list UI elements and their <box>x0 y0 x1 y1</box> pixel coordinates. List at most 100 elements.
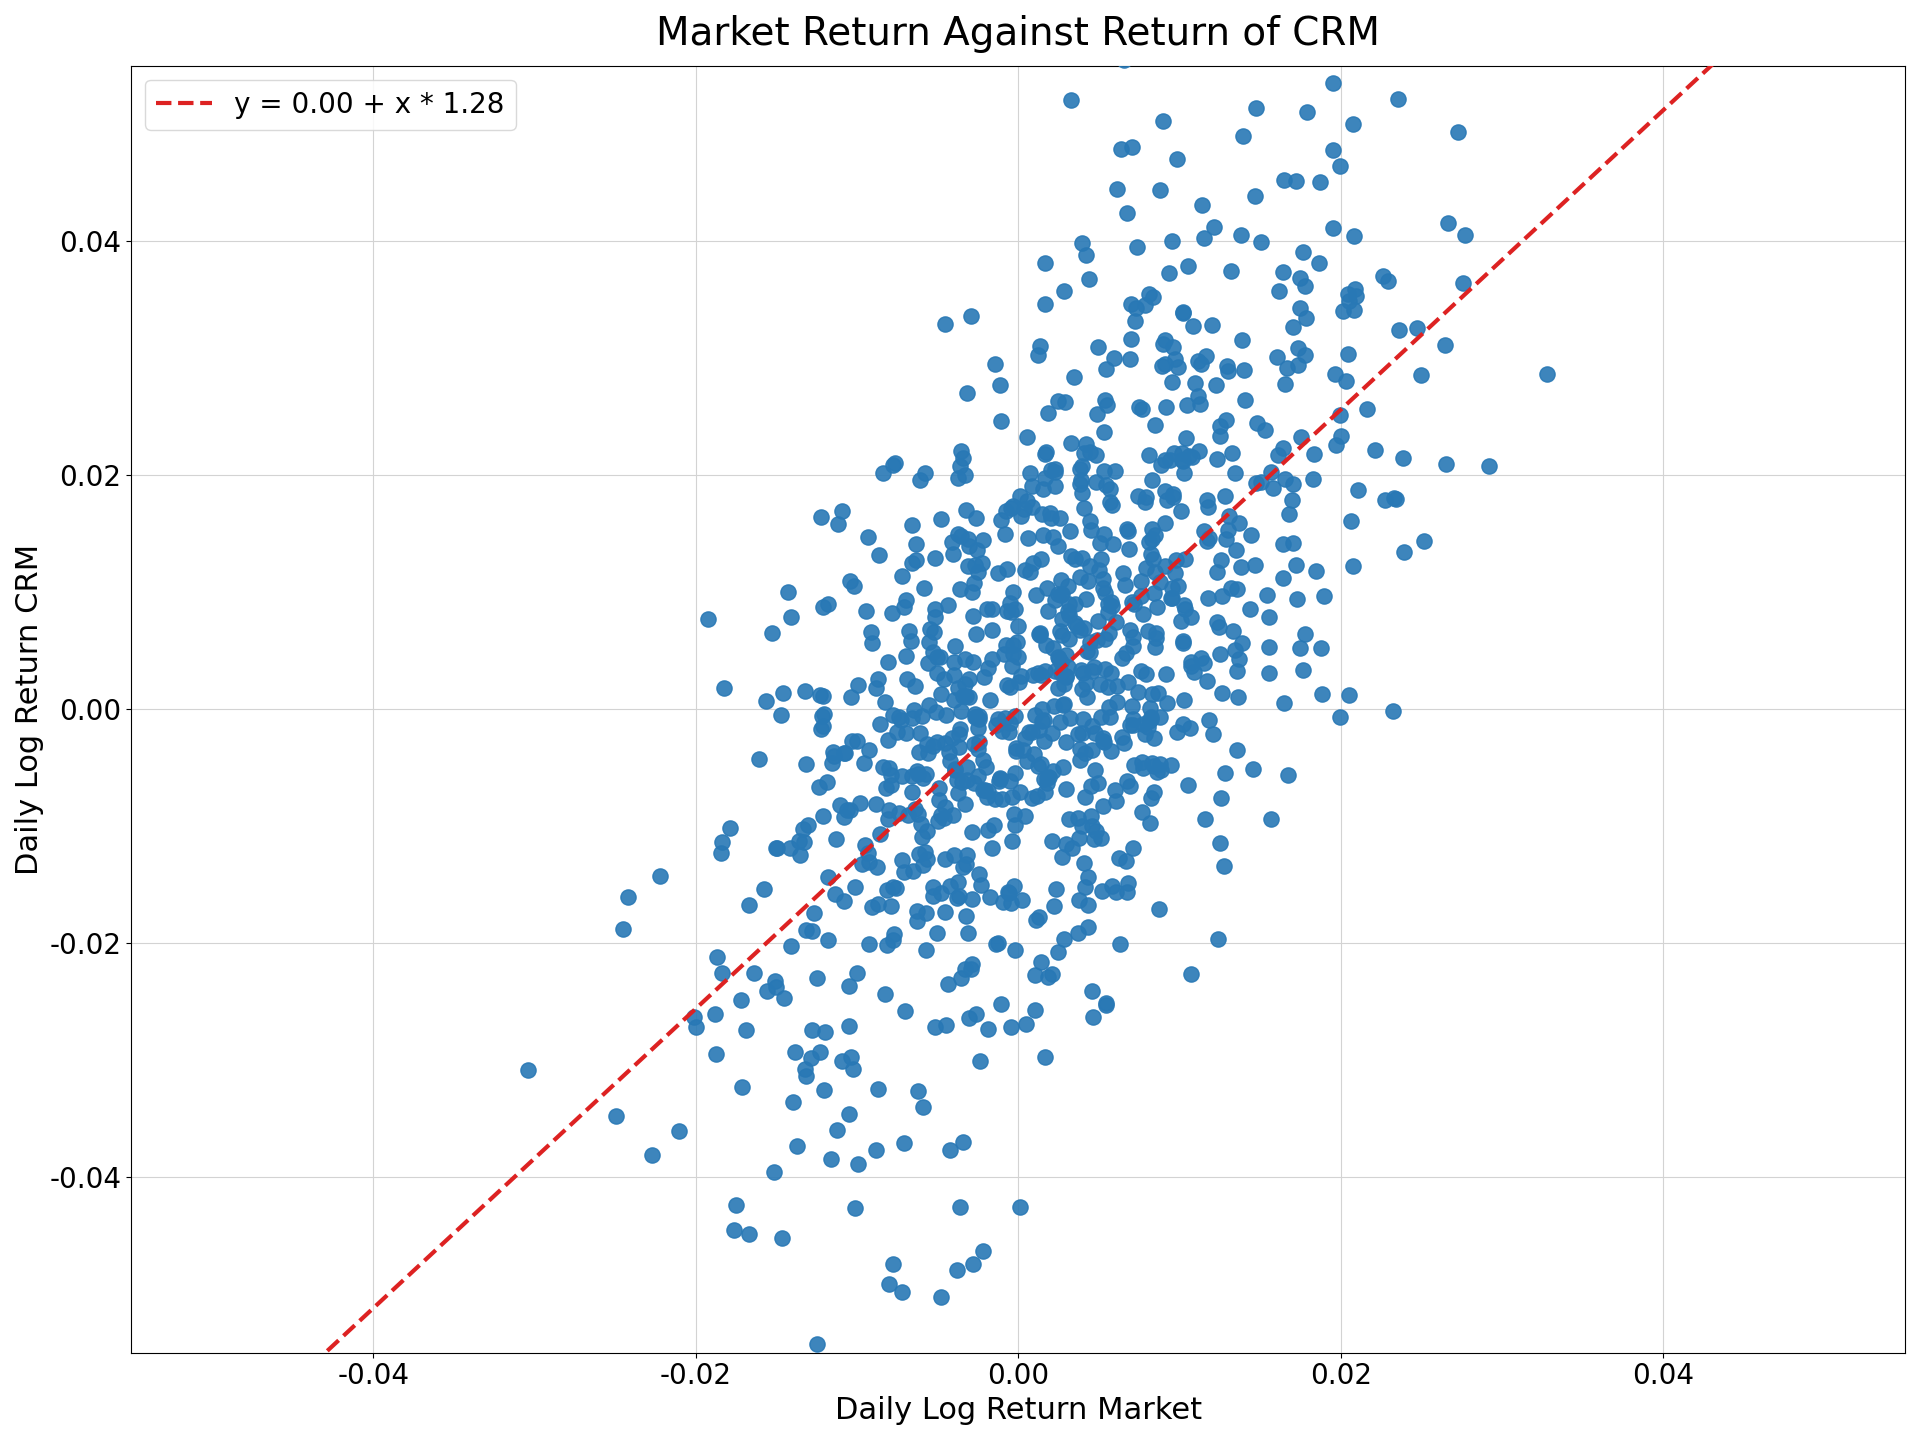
Point <box>1000 939 1031 962</box>
Point <box>1475 454 1505 477</box>
Point <box>1050 832 1081 855</box>
Point <box>1046 662 1077 685</box>
Point <box>1023 719 1054 742</box>
Point <box>956 304 987 327</box>
Point <box>906 812 937 835</box>
Point <box>1298 468 1329 491</box>
Point <box>1177 446 1208 469</box>
Point <box>808 595 839 618</box>
Point <box>983 932 1014 955</box>
Point <box>1137 285 1167 308</box>
Point <box>812 865 843 888</box>
Point <box>787 818 818 841</box>
Point <box>829 888 860 912</box>
Point <box>1127 713 1158 736</box>
Point <box>1167 629 1198 652</box>
Point <box>1091 389 1121 412</box>
Point <box>937 531 968 554</box>
Point <box>1261 346 1292 369</box>
Point <box>1096 739 1127 762</box>
Point <box>1083 772 1114 795</box>
Point <box>1271 357 1302 380</box>
Point <box>776 605 806 628</box>
Point <box>1338 112 1369 135</box>
Point <box>1000 814 1031 837</box>
Point <box>950 904 981 927</box>
Point <box>806 805 837 828</box>
Point <box>1144 897 1175 920</box>
Point <box>1135 812 1165 835</box>
Point <box>1031 441 1062 464</box>
Point <box>897 765 927 788</box>
Point <box>1131 557 1162 580</box>
Point <box>1379 487 1409 510</box>
Point <box>900 674 931 697</box>
Point <box>1281 553 1311 576</box>
Point <box>924 776 954 799</box>
Point <box>768 681 799 704</box>
Point <box>1273 763 1304 786</box>
Point <box>1102 179 1133 202</box>
Point <box>1140 523 1171 546</box>
Point <box>945 966 975 989</box>
Point <box>733 1223 764 1246</box>
Point <box>1158 482 1188 505</box>
Point <box>985 374 1016 397</box>
Point <box>996 829 1027 852</box>
Point <box>1008 739 1039 762</box>
Point <box>1332 282 1363 305</box>
Point <box>1144 570 1175 593</box>
Point <box>966 1050 996 1073</box>
Point <box>1152 490 1183 513</box>
Point <box>947 855 977 878</box>
Point <box>968 1238 998 1261</box>
Point <box>835 685 866 708</box>
Point <box>1327 300 1357 323</box>
Point <box>1085 706 1116 729</box>
Point <box>947 446 977 469</box>
Point <box>1043 645 1073 668</box>
Point <box>929 901 960 924</box>
Point <box>1137 683 1167 706</box>
Point <box>1102 691 1133 714</box>
Point <box>1066 749 1096 772</box>
Point <box>1037 636 1068 660</box>
Point <box>701 946 732 969</box>
Point <box>891 645 922 668</box>
Point <box>1188 651 1219 674</box>
Point <box>1012 490 1043 513</box>
Point <box>1066 618 1096 641</box>
Point <box>945 717 975 740</box>
Point <box>1054 603 1085 626</box>
Point <box>1085 531 1116 554</box>
Point <box>1116 135 1146 158</box>
Point <box>933 593 964 616</box>
Point <box>991 557 1021 580</box>
Point <box>1066 658 1096 681</box>
Point <box>1075 631 1106 654</box>
Point <box>874 651 904 674</box>
Point <box>737 962 768 985</box>
Point <box>960 622 991 645</box>
Point <box>1137 468 1167 491</box>
Point <box>887 848 918 871</box>
Point <box>1135 706 1165 729</box>
Point <box>860 677 891 700</box>
Point <box>1041 660 1071 683</box>
Point <box>1133 619 1164 642</box>
Point <box>1238 757 1269 780</box>
Point <box>879 923 910 946</box>
Point <box>1448 271 1478 294</box>
Point <box>1382 88 1413 111</box>
Point <box>945 886 975 909</box>
Point <box>973 819 1004 842</box>
Point <box>835 569 866 592</box>
Point <box>1114 775 1144 798</box>
Point <box>945 1195 975 1218</box>
Point <box>989 523 1020 546</box>
Point <box>860 1139 891 1162</box>
Point <box>910 462 941 485</box>
Point <box>851 599 881 622</box>
Point <box>829 742 860 765</box>
Point <box>1269 168 1300 192</box>
